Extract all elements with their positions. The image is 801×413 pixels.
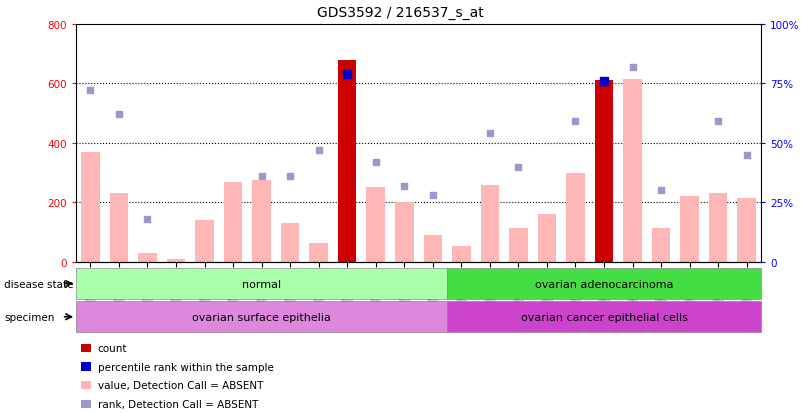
Point — [598, 78, 610, 85]
Point — [598, 78, 610, 85]
Bar — [138, 253, 157, 262]
Bar — [223, 182, 243, 262]
Point — [398, 183, 411, 190]
Point — [512, 164, 525, 171]
Point — [284, 173, 296, 180]
Text: disease state: disease state — [4, 279, 74, 289]
Bar — [309, 243, 328, 262]
Bar — [252, 180, 271, 262]
Bar — [338, 60, 356, 262]
Text: ovarian surface epithelia: ovarian surface epithelia — [192, 312, 331, 322]
Point — [369, 159, 382, 166]
Bar — [195, 221, 214, 262]
Bar — [537, 215, 556, 262]
Point — [112, 112, 125, 119]
Bar — [652, 228, 670, 262]
Bar — [395, 203, 413, 262]
Bar — [82, 381, 91, 389]
Point — [740, 152, 753, 159]
Bar — [481, 185, 499, 262]
Point — [654, 188, 667, 195]
Bar — [110, 194, 128, 262]
Bar — [623, 80, 642, 262]
Text: value, Detection Call = ABSENT: value, Detection Call = ABSENT — [98, 380, 263, 390]
Bar — [424, 235, 442, 262]
Bar — [167, 259, 185, 262]
Point — [484, 131, 497, 138]
Point — [712, 119, 725, 126]
Bar — [82, 363, 91, 371]
Bar — [680, 197, 699, 262]
Bar — [566, 173, 585, 262]
Text: ovarian cancer epithelial cells: ovarian cancer epithelial cells — [521, 312, 687, 322]
Text: normal: normal — [242, 279, 281, 289]
Point — [340, 71, 353, 78]
Bar — [738, 198, 756, 262]
Text: specimen: specimen — [4, 312, 54, 322]
Bar — [452, 246, 471, 262]
Bar — [509, 228, 528, 262]
Point — [256, 173, 268, 180]
Point — [340, 71, 353, 78]
Text: ovarian adenocarcinoma: ovarian adenocarcinoma — [535, 279, 674, 289]
Bar — [709, 194, 727, 262]
Text: rank, Detection Call = ABSENT: rank, Detection Call = ABSENT — [98, 399, 258, 409]
Text: count: count — [98, 343, 127, 353]
Bar — [281, 224, 300, 262]
Bar — [82, 344, 91, 352]
Bar — [82, 400, 91, 408]
Point — [141, 216, 154, 223]
Text: percentile rank within the sample: percentile rank within the sample — [98, 362, 274, 372]
Bar — [81, 152, 99, 262]
Point — [569, 119, 582, 126]
Bar — [366, 188, 385, 262]
Point — [84, 88, 97, 95]
Point — [626, 64, 639, 71]
Point — [426, 192, 439, 199]
Point — [312, 147, 325, 154]
Text: GDS3592 / 216537_s_at: GDS3592 / 216537_s_at — [317, 6, 484, 20]
Bar — [594, 81, 614, 262]
